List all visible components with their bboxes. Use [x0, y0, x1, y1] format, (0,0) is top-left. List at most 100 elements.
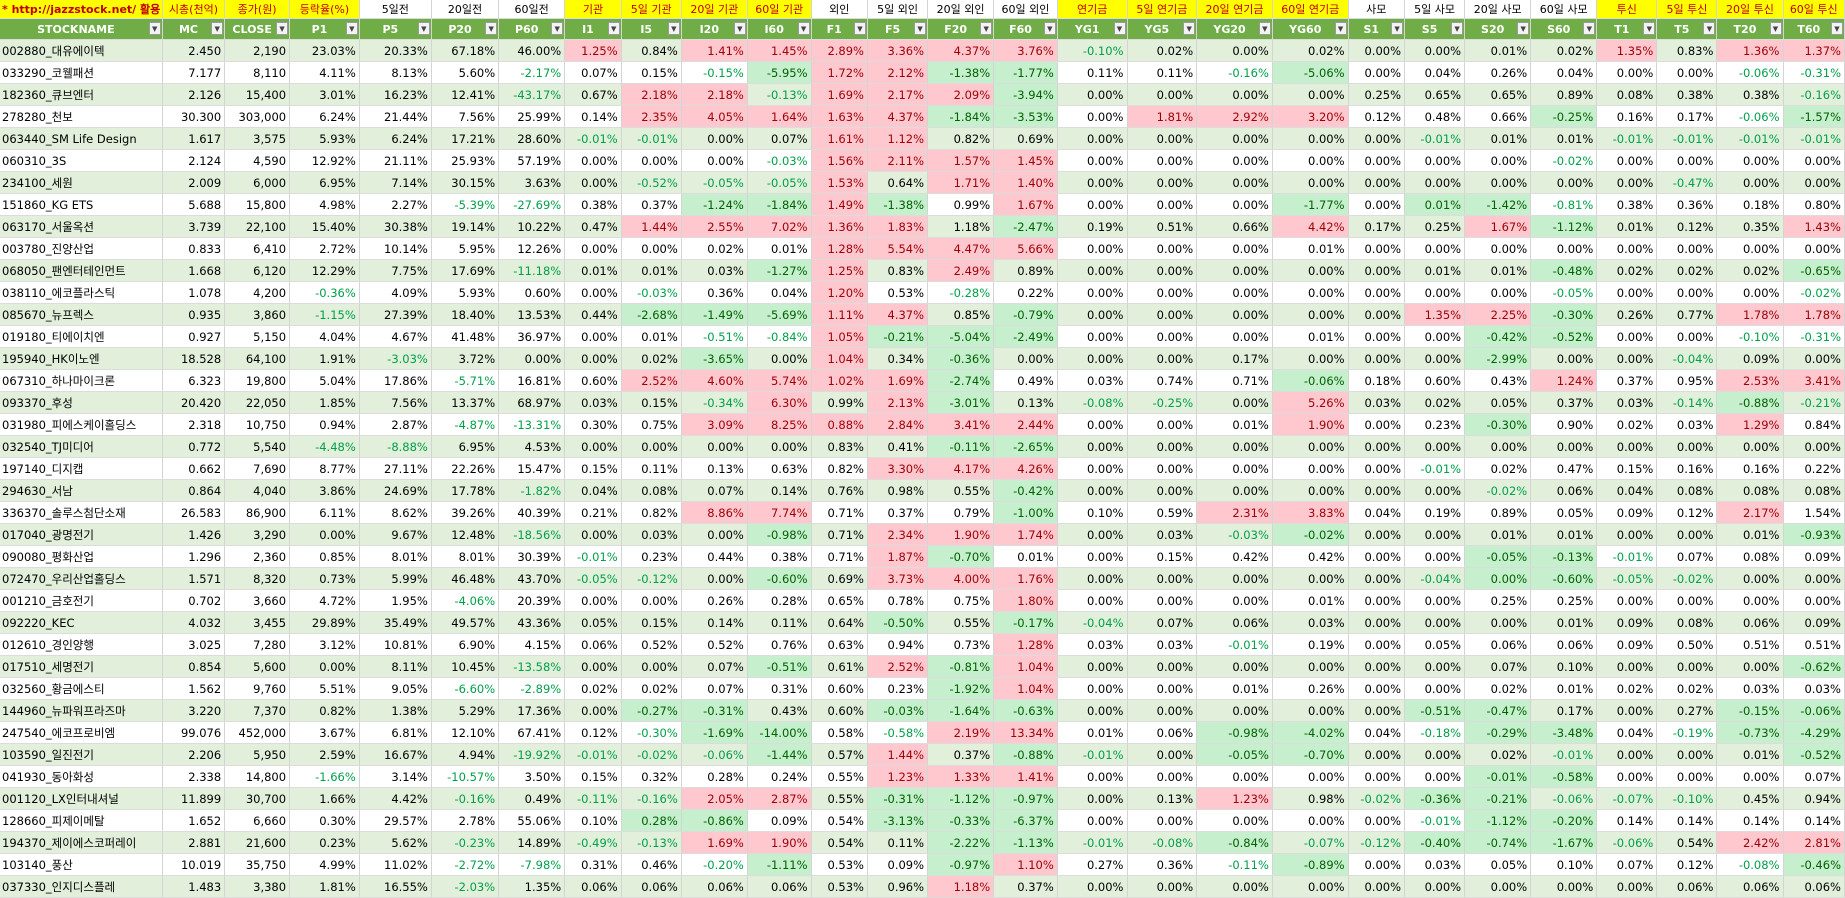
value-cell[interactable]: 0.00% [1348, 765, 1406, 788]
table-row[interactable]: 278280_천보 30.300 303,000 6.24% 21.44% 7.56% 25… [0, 105, 1845, 128]
column-header-yg1[interactable]: YG1 ▼ [1057, 18, 1128, 40]
value-cell[interactable]: 0.00% [1348, 699, 1406, 722]
value-cell[interactable]: 0.00% [1057, 677, 1128, 700]
value-cell[interactable]: 0.02% [1272, 39, 1349, 62]
value-cell[interactable]: 0.37% [867, 501, 929, 524]
value-cell[interactable]: 1.25% [564, 39, 622, 62]
value-cell[interactable]: 0.00% [1716, 655, 1784, 678]
value-cell[interactable]: 0.01% [1530, 127, 1598, 150]
value-cell[interactable]: -0.51% [1404, 699, 1466, 722]
value-cell[interactable]: 0.00% [1596, 765, 1658, 788]
value-cell[interactable]: 0.96% [867, 875, 929, 898]
value-cell[interactable]: 13.53% [498, 303, 566, 326]
value-cell[interactable]: 0.00% [1196, 325, 1273, 348]
value-cell[interactable]: 0.53% [811, 853, 868, 876]
value-cell[interactable]: 0.75% [927, 589, 995, 612]
value-cell[interactable]: 35.49% [359, 611, 432, 634]
value-cell[interactable]: 0.07% [681, 655, 748, 678]
value-cell[interactable]: 36.97% [498, 325, 566, 348]
value-cell[interactable]: 0.00% [1348, 545, 1406, 568]
value-cell[interactable]: 2.59% [289, 743, 360, 766]
value-cell[interactable]: -0.16% [1196, 61, 1273, 84]
value-cell[interactable]: 4.37% [867, 303, 929, 326]
table-row[interactable]: 003780_진양산업 0.833 6,410 2.72% 10.14% 5.95% 12.… [0, 237, 1845, 260]
value-cell[interactable]: 16.67% [359, 743, 432, 766]
table-row[interactable]: 037330_인지디스플레 1.483 3,380 1.81% 16.55% -2.03%… [0, 875, 1845, 898]
value-cell[interactable]: 0.13% [993, 391, 1058, 414]
value-cell[interactable]: 0.00% [1057, 567, 1128, 590]
value-cell[interactable]: 3.41% [927, 413, 995, 436]
value-cell[interactable]: 8.62% [359, 501, 432, 524]
value-cell[interactable]: 1.54% [1783, 501, 1845, 524]
value-cell[interactable]: 1.69% [867, 369, 929, 392]
stock-name-cell[interactable]: 063440_SM Life Design [0, 127, 163, 150]
value-cell[interactable]: 12.10% [431, 721, 500, 744]
value-cell[interactable]: -0.50% [867, 611, 929, 634]
value-cell[interactable]: -0.63% [993, 699, 1058, 722]
value-cell[interactable]: 0.00% [1057, 699, 1128, 722]
table-row[interactable]: 072470_우리산업홀딩스 1.571 8,320 0.73% 5.99% 46.48%… [0, 567, 1845, 590]
value-cell[interactable]: -0.19% [1656, 721, 1718, 744]
value-cell[interactable]: 6.81% [359, 721, 432, 744]
value-cell[interactable]: -3.13% [867, 809, 929, 832]
value-cell[interactable]: 0.00% [1716, 567, 1784, 590]
value-cell[interactable]: 0.01% [621, 325, 682, 348]
value-cell[interactable]: 6.95% [431, 435, 500, 458]
value-cell[interactable]: 0.63% [811, 633, 868, 656]
value-cell[interactable]: 2.72% [289, 237, 360, 260]
stock-name-cell[interactable]: 038110_에코플라스틱 [0, 281, 163, 304]
value-cell[interactable]: 19.14% [431, 215, 500, 238]
value-cell[interactable]: 3.72% [431, 347, 500, 370]
value-cell[interactable]: 0.01% [1716, 743, 1784, 766]
value-cell[interactable]: -0.02% [1348, 787, 1406, 810]
value-cell[interactable]: -0.23% [431, 831, 500, 854]
value-cell[interactable]: 1.80% [993, 589, 1058, 612]
value-cell[interactable]: 7.56% [359, 391, 432, 414]
value-cell[interactable]: 1.61% [811, 127, 868, 150]
value-cell[interactable]: 2.87% [359, 413, 432, 436]
value-cell[interactable]: 0.01% [1272, 589, 1349, 612]
value-cell[interactable]: 0.00% [1348, 589, 1406, 612]
value-cell[interactable]: 0.935 [162, 303, 226, 326]
value-cell[interactable]: 0.03% [1404, 853, 1466, 876]
value-cell[interactable]: 0.52% [621, 633, 682, 656]
value-cell[interactable]: 0.11% [1057, 61, 1128, 84]
value-cell[interactable]: 0.00% [1404, 149, 1466, 172]
value-cell[interactable]: 0.00% [1272, 567, 1349, 590]
table-row[interactable]: 194370_제이에스코퍼레이 2.881 21,600 0.23% 5.62% -0.2… [0, 831, 1845, 854]
value-cell[interactable]: -0.05% [1596, 567, 1658, 590]
table-row[interactable]: 068050_팬엔터테인먼트 1.668 6,120 12.29% 7.75% 17.69… [0, 259, 1845, 282]
value-cell[interactable]: -1.44% [747, 743, 812, 766]
column-header-f60[interactable]: F60 ▼ [993, 18, 1058, 40]
value-cell[interactable]: 0.02% [1656, 677, 1718, 700]
value-cell[interactable]: 0.06% [1716, 875, 1784, 898]
value-cell[interactable]: 0.08% [1656, 611, 1718, 634]
value-cell[interactable]: 2.009 [162, 171, 226, 194]
value-cell[interactable]: 0.00% [1057, 105, 1128, 128]
value-cell[interactable]: 0.00% [1348, 853, 1406, 876]
value-cell[interactable]: 0.66% [1464, 105, 1532, 128]
column-header-p20[interactable]: P20 ▼ [431, 18, 500, 40]
value-cell[interactable]: 8,320 [224, 567, 291, 590]
column-header-t5[interactable]: T5 ▼ [1656, 18, 1718, 40]
value-cell[interactable]: -0.05% [1530, 281, 1598, 304]
value-cell[interactable]: 0.00% [1783, 237, 1845, 260]
value-cell[interactable]: 0.00% [681, 567, 748, 590]
value-cell[interactable]: 0.00% [1404, 523, 1466, 546]
value-cell[interactable]: 0.07% [1596, 853, 1658, 876]
value-cell[interactable]: -0.06% [1783, 699, 1845, 722]
value-cell[interactable]: -19.92% [498, 743, 566, 766]
value-cell[interactable]: -1.27% [747, 259, 812, 282]
value-cell[interactable]: 0.00% [1716, 589, 1784, 612]
table-row[interactable]: 197140_디지캡 0.662 7,690 8.77% 27.11% 22.26% 15.… [0, 457, 1845, 480]
value-cell[interactable]: -2.03% [431, 875, 500, 898]
value-cell[interactable]: 0.00% [1057, 655, 1128, 678]
value-cell[interactable]: 0.31% [564, 853, 622, 876]
value-cell[interactable]: 0.36% [1656, 193, 1718, 216]
value-cell[interactable]: -0.89% [1272, 853, 1349, 876]
value-cell[interactable]: 57.19% [498, 149, 566, 172]
value-cell[interactable]: 1.571 [162, 567, 226, 590]
value-cell[interactable]: 1.36% [811, 215, 868, 238]
column-header-mc[interactable]: MC ▼ [162, 18, 226, 40]
value-cell[interactable]: 30.38% [359, 215, 432, 238]
